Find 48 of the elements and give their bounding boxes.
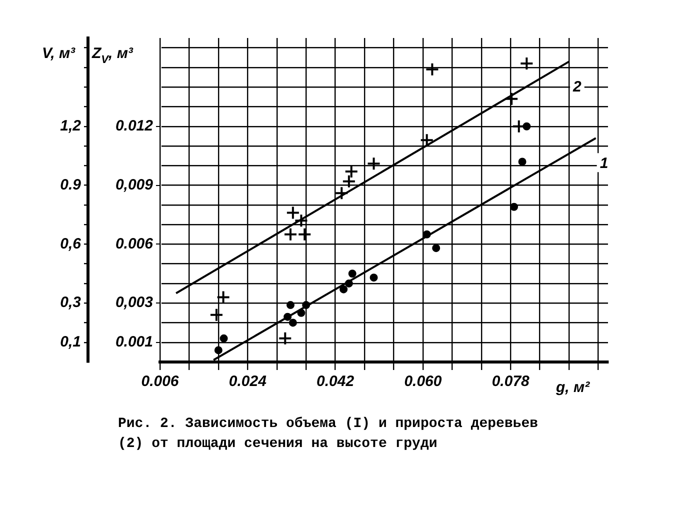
y2-tick-label: 0.001 [115,334,153,351]
point [518,158,526,166]
y-axis-title: V, м³ [42,45,76,62]
point [366,156,381,171]
point [342,174,356,188]
point [334,186,349,200]
annotation: 1 [600,155,608,172]
point [370,274,378,282]
point [209,308,224,322]
point [522,122,531,130]
point [504,92,519,106]
point [288,318,297,327]
point [432,244,440,252]
y2-tick-label: 0.012 [115,118,154,135]
point [298,227,312,242]
x-tick-label: 0.006 [141,373,180,390]
text: Рис. 2. Зависимость объема (I) и прироста деревьев (2) от площади сечения на высоте груди [118,415,540,454]
x-tick-label: 0.078 [492,373,530,390]
point [220,334,228,342]
y-tick-label: 0,6 [60,235,82,252]
point [284,312,292,321]
point [302,301,310,310]
point [278,331,292,346]
point [348,270,356,278]
x-tick-label: 0.024 [228,373,268,390]
y-tick-label: 0.9 [60,176,82,194]
y-tick-label: 0,3 [60,294,82,312]
annotation: 2 [572,78,582,96]
point [340,285,348,294]
point [510,202,518,211]
point [425,62,440,76]
y-tick-label: 1,2 [60,118,82,135]
point [286,301,295,310]
point [344,279,353,288]
x-tick-label: 0.060 [404,373,442,390]
x-axis-title: g, м² [555,379,591,396]
point [520,56,534,71]
point [344,164,358,179]
y-tick-label: 0,1 [60,334,81,351]
point [216,290,230,304]
x-tick-label: 0.042 [316,373,355,390]
y2-tick-label: 0.006 [115,235,154,252]
y2-tick-label: 0,003 [115,294,154,312]
point [214,346,222,354]
y2-tick-label: 0,009 [115,176,154,194]
point [297,308,306,317]
point [422,230,431,238]
point [284,227,298,242]
